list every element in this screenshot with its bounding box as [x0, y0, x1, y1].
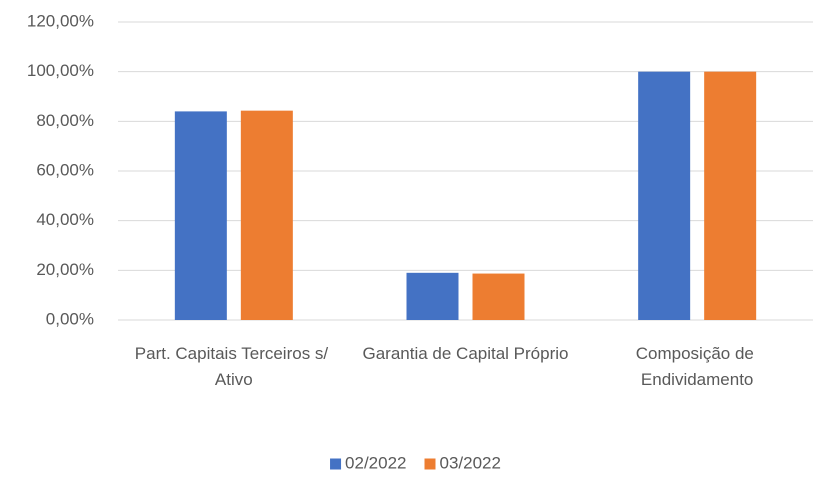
y-tick-label: 120,00% [27, 11, 94, 30]
legend-label: 02/2022 [345, 453, 406, 472]
x-tick-label: Composição de Endividamento [636, 344, 759, 389]
y-tick-label: 60,00% [36, 160, 94, 179]
y-tick-label: 100,00% [27, 61, 94, 80]
bar [638, 71, 691, 321]
bar [472, 273, 525, 320]
bar [240, 110, 293, 320]
legend-swatch [424, 458, 436, 470]
y-tick-label: 80,00% [36, 111, 94, 130]
x-tick-label: Part. Capitais Terceiros s/ Ativo [135, 344, 333, 389]
legend-swatch [330, 458, 342, 470]
bar [406, 272, 459, 320]
legend-label: 03/2022 [440, 453, 501, 472]
x-tick-label: Garantia de Capital Próprio [362, 344, 568, 363]
bar [704, 71, 757, 321]
y-tick-label: 40,00% [36, 210, 94, 229]
bar [174, 111, 227, 321]
y-tick-label: 0,00% [46, 309, 94, 328]
y-tick-label: 20,00% [36, 260, 94, 279]
